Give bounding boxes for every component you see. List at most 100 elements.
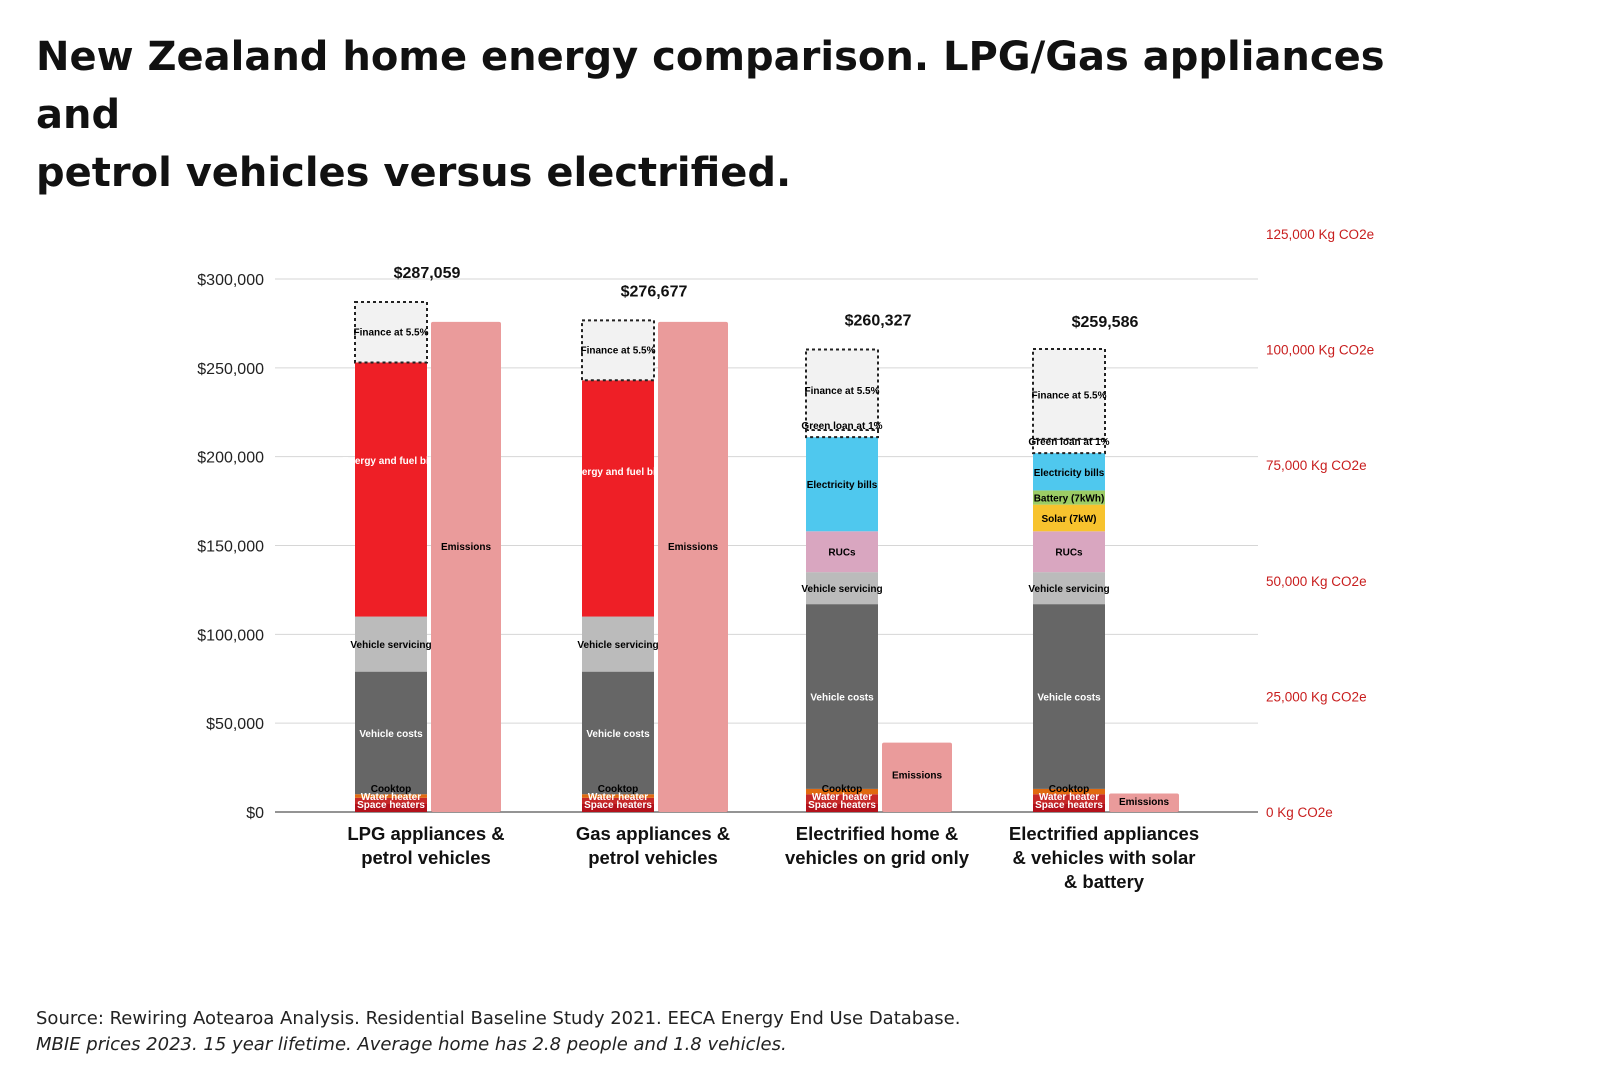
segment-label: Green loan at 1%: [1028, 437, 1109, 448]
x-axis-category-label: LPG appliances &: [347, 823, 504, 844]
total-label: $260,327: [845, 312, 912, 329]
bar-segment: [805, 348, 879, 432]
segment-label: Water heater: [812, 792, 872, 803]
bar-segment: [806, 604, 878, 789]
segment-label: Finance at 5.5%: [353, 327, 428, 338]
segment-label: Vehicle costs: [810, 693, 874, 704]
bar-segment: [582, 380, 654, 617]
segment-label: Vehicle costs: [586, 729, 650, 740]
bar-segment: [582, 671, 654, 795]
y-axis-tick-label: $50,000: [206, 716, 264, 733]
y-axis-tick-label: $100,000: [197, 627, 264, 644]
y-axis-tick-label: $0: [246, 805, 264, 822]
x-axis-category-label: Electrified home &: [796, 823, 958, 844]
segment-label: Finance at 5.5%: [1031, 390, 1106, 401]
bar-segment: [354, 300, 428, 364]
total-label: $259,586: [1072, 314, 1139, 331]
bar-segment: [806, 788, 878, 795]
emissions-label: Emissions: [892, 771, 942, 782]
bar-segment: [1033, 453, 1105, 491]
segment-label: Space heaters: [584, 800, 652, 811]
bar-segment: [1033, 531, 1105, 573]
segment-label: Electricity bills: [807, 480, 878, 491]
bar-segment: [355, 794, 427, 798]
emissions-label: Emissions: [668, 542, 718, 553]
emissions-bar: [1109, 793, 1179, 812]
segment-label: Battery (7kWh): [1034, 494, 1105, 505]
chart-title: New Zealand home energy comparison. LPG/…: [36, 28, 1476, 202]
bar-segment: [1033, 604, 1105, 789]
source-note: Source: Rewiring Aotearoa Analysis. Resi…: [36, 1006, 960, 1058]
x-axis-category-label: petrol vehicles: [588, 847, 718, 868]
bar-segment: [355, 797, 427, 805]
bar-segment: [355, 804, 427, 812]
x-axis-category-label: Electrified appliances: [1009, 823, 1199, 844]
x-axis-category-label: & battery: [1064, 871, 1145, 892]
x-axis-category-label: vehicles on grid only: [785, 847, 970, 868]
segment-label: Space heaters: [1035, 800, 1103, 811]
bar-segment: [581, 319, 655, 382]
bar-segment: [582, 794, 654, 798]
segment-label: Vehicle servicing: [801, 584, 882, 595]
segment-label: Space heaters: [357, 800, 425, 811]
segment-label: Vehicle costs: [359, 729, 423, 740]
bar-segment: [355, 616, 427, 672]
bar-segment: [806, 794, 878, 805]
right-axis-tick-label: 125,000 Kg CO2e: [1266, 227, 1374, 242]
bar-segment: [1033, 572, 1105, 605]
right-axis-tick-label: 100,000 Kg CO2e: [1266, 343, 1374, 358]
right-axis-tick-label: 25,000 Kg CO2e: [1266, 689, 1367, 704]
bar-segment: [1033, 794, 1105, 805]
segment-label: Water heater: [361, 792, 421, 803]
segment-label: Vehicle costs: [1037, 693, 1101, 704]
bar-segment: [806, 437, 878, 532]
segment-label: RUCs: [1055, 548, 1083, 559]
bar-segment: [1033, 504, 1105, 532]
x-axis-category-label: & vehicles with solar: [1012, 847, 1195, 868]
segment-label: Vehicle servicing: [350, 640, 431, 651]
emissions-bar: [882, 742, 952, 812]
y-axis-tick-label: $150,000: [197, 539, 264, 556]
segment-label: Cooktop: [371, 784, 412, 795]
segment-label: Electricity bills: [1034, 468, 1105, 479]
segment-label: Vehicle servicing: [1028, 584, 1109, 595]
bar-segment: [582, 797, 654, 805]
bar-segment: [806, 572, 878, 605]
total-label: $287,059: [394, 265, 461, 282]
bar-segment: [1032, 348, 1106, 440]
emissions-bar: [431, 321, 501, 812]
x-axis-category-label: petrol vehicles: [361, 847, 491, 868]
bar-segment: [1033, 804, 1105, 812]
right-axis-tick-label: 50,000 Kg CO2e: [1266, 574, 1367, 589]
segment-label: Green loan at 1%: [801, 421, 882, 432]
chart-title-line-2: petrol vehicles versus electrified.: [36, 150, 792, 196]
bar-segment: [1033, 788, 1105, 795]
emissions-label: Emissions: [1119, 797, 1169, 808]
bar-segment: [582, 616, 654, 672]
total-label: $276,677: [621, 283, 688, 300]
y-axis-tick-label: $250,000: [197, 361, 264, 378]
bar-segment: [806, 804, 878, 812]
bar-segment: [355, 362, 427, 617]
segment-label: Space heaters: [808, 800, 876, 811]
segment-label: Cooktop: [822, 784, 863, 795]
segment-label: Finance at 5.5%: [804, 386, 879, 397]
bar-segment: [355, 671, 427, 795]
source-line-1: Source: Rewiring Aotearoa Analysis. Resi…: [36, 1008, 961, 1029]
segment-label: Water heater: [1039, 792, 1099, 803]
y-axis-tick-label: $200,000: [197, 450, 264, 467]
right-axis-tick-label: 75,000 Kg CO2e: [1266, 458, 1367, 473]
segment-label: Cooktop: [1049, 784, 1090, 795]
chart-title-line-1: New Zealand home energy comparison. LPG/…: [36, 34, 1385, 138]
bar-segment: [1033, 490, 1105, 505]
emissions-label: Emissions: [441, 542, 491, 553]
stacked-bar-chart: $0 $50,000 $100,000 $150,000 $200,000 $250,00…: [197, 227, 1374, 892]
source-line-2: MBIE prices 2023. 15 year lifetime. Aver…: [36, 1034, 787, 1055]
segment-label: Energy and fuel bills: [569, 467, 667, 478]
segment-label: Water heater: [588, 792, 648, 803]
bar-segment: [582, 804, 654, 812]
y-axis-tick-label: $300,000: [197, 272, 264, 289]
emissions-bar: [658, 321, 728, 812]
bar-segment: [806, 531, 878, 573]
right-axis-tick-label: 0 Kg CO2e: [1266, 805, 1333, 820]
